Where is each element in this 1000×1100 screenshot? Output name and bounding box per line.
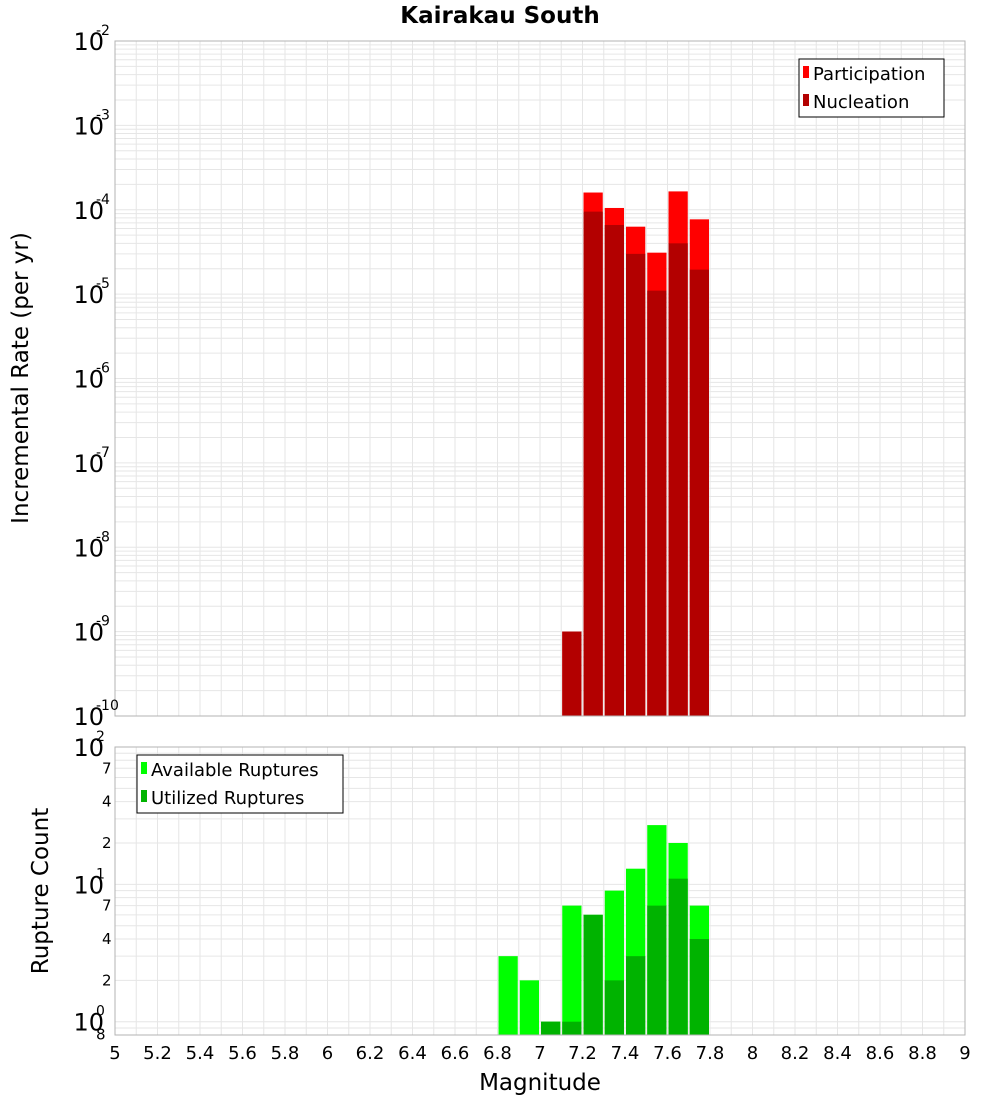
y-minor-tick-label: 7 xyxy=(102,759,112,777)
x-tick-label: 7.8 xyxy=(696,1043,725,1064)
legend-label: Nucleation xyxy=(813,92,909,113)
y-tick-exponent: -9 xyxy=(96,614,110,630)
y-tick-exponent: -6 xyxy=(96,361,110,377)
nucleation-bar xyxy=(689,269,709,716)
x-tick-label: 5.6 xyxy=(228,1043,257,1064)
y-tick-label: 10 xyxy=(73,28,104,56)
y-axis-label: Incremental Rate (per yr) xyxy=(8,232,34,524)
y-tick-exponent: -4 xyxy=(96,192,110,208)
x-tick-label: 6.2 xyxy=(356,1043,385,1064)
nucleation-bar xyxy=(604,224,624,716)
y-tick-label: 10 xyxy=(73,1009,104,1037)
y-minor-tick-label: 8 xyxy=(96,1026,106,1044)
y-tick-label: 10 xyxy=(73,366,104,394)
y-minor-tick-label: 4 xyxy=(102,930,112,948)
legend-swatch xyxy=(141,790,147,802)
x-tick-label: 8.2 xyxy=(781,1043,810,1064)
utilized-ruptures-bar xyxy=(562,1021,582,1035)
available-ruptures-bar xyxy=(562,905,582,1035)
available-ruptures-bar xyxy=(519,980,539,1035)
y-tick-label: 10 xyxy=(73,619,104,647)
plot-frame xyxy=(114,40,966,717)
nucleation-bar xyxy=(583,211,603,716)
chart-title: Kairakau South xyxy=(400,3,599,29)
x-tick-label: 7.4 xyxy=(611,1043,640,1064)
y-tick-label: 10 xyxy=(73,197,104,225)
y-tick-exponent: 0 xyxy=(96,1004,105,1020)
x-tick-label: 7.2 xyxy=(568,1043,597,1064)
legend-swatch xyxy=(803,94,809,106)
legend-label: Participation xyxy=(813,64,925,85)
y-minor-tick-label: 2 xyxy=(102,834,112,852)
y-tick-exponent: 2 xyxy=(96,729,105,745)
legend-swatch xyxy=(141,762,147,774)
x-tick-label: 5.4 xyxy=(186,1043,215,1064)
x-tick-label: 9 xyxy=(959,1043,970,1064)
legend-label: Available Ruptures xyxy=(151,760,319,781)
y-tick-exponent: -10 xyxy=(96,698,119,714)
x-tick-label: 8 xyxy=(747,1043,758,1064)
x-tick-label: 8.4 xyxy=(823,1043,852,1064)
x-tick-label: 5.8 xyxy=(271,1043,300,1064)
x-tick-label: 6.8 xyxy=(483,1043,512,1064)
y-tick-exponent: 1 xyxy=(96,866,105,882)
y-minor-tick-label: 7 xyxy=(102,897,112,915)
x-tick-label: 7 xyxy=(534,1043,545,1064)
y-minor-tick-label: 2 xyxy=(102,971,112,989)
x-tick-label: 8.6 xyxy=(866,1043,895,1064)
x-tick-label: 7.6 xyxy=(653,1043,682,1064)
x-tick-label: 6 xyxy=(322,1043,333,1064)
nucleation-bar xyxy=(562,631,582,716)
y-tick-label: 10 xyxy=(73,112,104,140)
y-axis-label: Rupture Count xyxy=(28,808,54,974)
legend-swatch xyxy=(803,66,809,78)
y-tick-label: 10 xyxy=(73,450,104,478)
y-tick-exponent: -3 xyxy=(96,107,110,123)
participation-nucleation-panel: 10-1010-910-810-710-610-510-410-310-2Inc… xyxy=(8,23,966,731)
plot-frame xyxy=(114,746,966,1036)
y-tick-label: 10 xyxy=(73,703,104,731)
y-tick-exponent: -5 xyxy=(96,276,110,292)
utilized-ruptures-bar xyxy=(689,939,709,1035)
utilized-ruptures-bar xyxy=(583,914,603,1035)
y-tick-label: 10 xyxy=(73,734,104,762)
y-tick-label: 10 xyxy=(73,281,104,309)
legend-label: Utilized Ruptures xyxy=(151,788,304,809)
x-tick-label: 8.8 xyxy=(908,1043,937,1064)
y-minor-tick-label: 4 xyxy=(102,793,112,811)
x-tick-label: 5.2 xyxy=(143,1043,172,1064)
y-tick-label: 10 xyxy=(73,534,104,562)
y-tick-exponent: -8 xyxy=(96,529,110,545)
utilized-ruptures-bar xyxy=(626,956,646,1035)
x-axis-label: Magnitude xyxy=(479,1070,601,1096)
x-tick-label: 5 xyxy=(109,1043,120,1064)
y-tick-label: 10 xyxy=(73,871,104,899)
x-tick-label: 6.6 xyxy=(441,1043,470,1064)
y-tick-exponent: -7 xyxy=(96,445,110,461)
nucleation-bar xyxy=(668,243,688,717)
nucleation-bar xyxy=(626,253,646,716)
utilized-ruptures-bar xyxy=(668,878,688,1035)
y-tick-exponent: -2 xyxy=(96,23,110,39)
available-ruptures-bar xyxy=(498,956,518,1035)
nucleation-bar xyxy=(647,290,667,716)
utilized-ruptures-bar xyxy=(541,1021,561,1035)
legend-box xyxy=(136,754,344,814)
legend-box xyxy=(798,58,945,118)
utilized-ruptures-bar xyxy=(604,980,624,1035)
utilized-ruptures-bar xyxy=(647,905,667,1035)
x-tick-label: 6.4 xyxy=(398,1043,427,1064)
